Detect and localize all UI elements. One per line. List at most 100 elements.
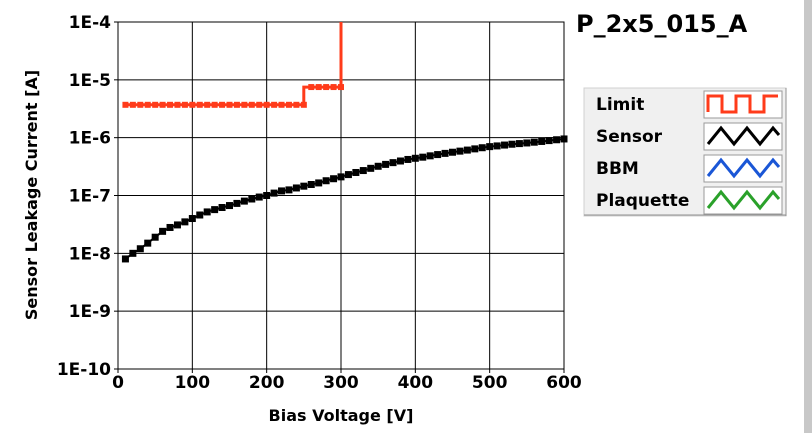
limit-point [233, 101, 240, 108]
x-tick-label: 400 [398, 373, 434, 393]
x-axis: 0 100 200 300 400 500 600 [112, 369, 582, 393]
limit-point [300, 101, 307, 108]
sensor-point [315, 179, 323, 187]
limit-point [144, 101, 151, 108]
y-tick-label: 1E-5 [69, 71, 111, 91]
sensor-point [508, 140, 516, 148]
sensor-point [188, 215, 196, 223]
legend-swatch-line [706, 189, 781, 211]
limit-point [174, 101, 181, 108]
legend-swatch-line [706, 94, 778, 114]
x-tick-label: 0 [112, 373, 124, 393]
sensor-point [337, 173, 345, 181]
sensor-point [374, 162, 382, 170]
limit-point [241, 101, 248, 108]
sensor-point [404, 155, 412, 163]
sensor-point [211, 206, 219, 214]
sensor-point [173, 221, 181, 229]
limit-point [219, 101, 226, 108]
limit-point [285, 101, 292, 108]
limit-point [152, 101, 159, 108]
legend-swatch [703, 122, 783, 151]
sensor-point [278, 187, 286, 195]
limit-point [256, 101, 263, 108]
limit-point [211, 101, 218, 108]
y-tick-label: 1E-4 [69, 13, 111, 33]
y-axis-title: Sensor Leakage Current [A] [22, 70, 41, 320]
series-limit [122, 22, 344, 108]
x-axis-title: Bias Voltage [V] [269, 406, 414, 425]
limit-point [308, 84, 315, 91]
legend-label: BBM [596, 159, 639, 179]
sensor-point [545, 137, 553, 145]
sensor-point [478, 144, 486, 152]
limit-point [159, 101, 166, 108]
x-tick-label: 500 [472, 373, 508, 393]
sensor-point [419, 153, 427, 161]
sensor-point [359, 167, 367, 175]
limit-point [338, 84, 344, 91]
sensor-point [515, 140, 523, 148]
sensor-point [426, 152, 434, 160]
limit-point [204, 101, 211, 108]
sensor-point [523, 139, 531, 147]
legend-entry-plaquette: Plaquette [596, 186, 783, 215]
y-tick-label: 1E-8 [69, 244, 111, 264]
y-tick-label: 1E-7 [69, 187, 111, 207]
sensor-point [441, 149, 449, 157]
limit-point [323, 84, 330, 91]
sensor-point [144, 239, 152, 247]
y-tick-label: 1E-6 [69, 129, 111, 149]
y-axis: 1E-10 1E-9 1E-8 1E-7 1E-6 1E-5 1E-4 [57, 13, 118, 380]
sensor-point [389, 159, 397, 167]
limit-point [293, 101, 300, 108]
sensor-point [196, 211, 204, 219]
sensor-point [434, 151, 442, 159]
window-edge [804, 0, 812, 433]
legend-entry-sensor: Sensor [596, 122, 783, 151]
sensor-point [449, 148, 456, 156]
sensor-point [166, 223, 174, 231]
sensor-point [285, 186, 293, 194]
sensor-point [203, 208, 211, 216]
series-sensor [121, 135, 568, 263]
y-tick-label: 1E-9 [69, 302, 111, 322]
chart-title: P_2x5_015_A [576, 10, 748, 38]
legend-label: Limit [596, 95, 644, 115]
sensor-line [124, 138, 565, 260]
sensor-point [121, 255, 129, 263]
sensor-point [553, 136, 561, 144]
limit-point [226, 101, 233, 108]
limit-point [189, 101, 196, 108]
limit-point [137, 101, 144, 108]
sensor-point [538, 137, 546, 145]
limit-point [315, 84, 322, 91]
limit-point [271, 101, 278, 108]
limit-point [196, 101, 203, 108]
sensor-point [493, 142, 501, 150]
legend-entry-bbm: BBM [596, 154, 783, 183]
limit-point [278, 101, 285, 108]
sensor-point [530, 138, 538, 146]
legend-label: Sensor [596, 127, 663, 147]
legend-entry-limit: Limit [596, 90, 783, 119]
x-tick-label: 300 [323, 373, 359, 393]
sensor-point [233, 199, 241, 207]
legend-swatch-line [706, 157, 781, 179]
sensor-point [159, 227, 167, 235]
limit-point [181, 101, 188, 108]
limit-point [263, 101, 270, 108]
sensor-point [322, 177, 330, 185]
sensor-point [471, 145, 479, 153]
sensor-point [352, 168, 360, 176]
limit-line [125, 22, 343, 107]
sensor-point [344, 171, 352, 179]
legend-swatch-line [706, 125, 781, 147]
legend-swatch [703, 186, 783, 215]
sensor-point [411, 154, 419, 162]
sensor-point [501, 141, 509, 149]
x-tick-label: 600 [546, 373, 582, 393]
x-tick-label: 100 [175, 373, 211, 393]
limit-point [122, 101, 129, 108]
